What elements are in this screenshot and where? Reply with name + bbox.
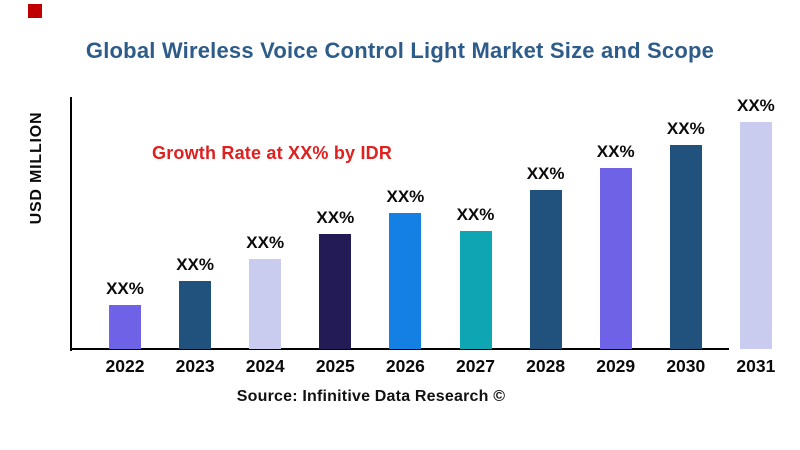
bar-2022 xyxy=(109,305,141,349)
bar-2028 xyxy=(529,190,562,349)
x-axis-tick-2027: 2027 xyxy=(456,356,495,376)
y-axis-line xyxy=(70,97,72,351)
bar-2030 xyxy=(669,145,702,349)
bar-value-label-2027: XX% xyxy=(456,205,495,224)
x-axis-tick-2030: 2030 xyxy=(666,356,706,376)
bar-2023 xyxy=(179,281,212,349)
x-axis-tick-2026: 2026 xyxy=(385,356,425,376)
x-axis-tick-2025: 2025 xyxy=(315,356,355,376)
x-axis-line xyxy=(70,348,729,350)
brand-mark xyxy=(28,4,42,18)
bar-value-label-2023: XX% xyxy=(176,255,214,274)
bar-value-label-2031: XX% xyxy=(736,96,775,115)
bar-value-label-2024: XX% xyxy=(246,233,285,252)
source-caption: Source: Infinitive Data Research © xyxy=(236,388,506,405)
bar-value-label-2029: XX% xyxy=(596,142,635,161)
x-axis-tick-2022: 2022 xyxy=(105,356,145,376)
bar-2026 xyxy=(389,213,422,349)
x-axis-tick-2031: 2031 xyxy=(736,356,776,376)
bar-value-label-2025: XX% xyxy=(316,208,355,227)
x-axis-tick-2024: 2024 xyxy=(245,356,285,376)
bar-2029 xyxy=(599,168,632,349)
bar-value-label-2026: XX% xyxy=(386,187,425,206)
chart-title: Global Wireless Voice Control Light Mark… xyxy=(85,38,715,63)
bar-value-label-2028: XX% xyxy=(526,164,565,183)
growth-rate-annotation: Growth Rate at XX% by IDR xyxy=(152,143,393,163)
bar-2027 xyxy=(459,231,492,349)
x-axis-tick-2023: 2023 xyxy=(175,356,215,376)
bar-2031 xyxy=(739,122,772,349)
bar-2024 xyxy=(249,259,282,349)
x-axis-tick-2028: 2028 xyxy=(526,356,566,376)
bar-2025 xyxy=(319,234,352,349)
bar-value-label-2030: XX% xyxy=(666,119,705,138)
x-axis-tick-2029: 2029 xyxy=(596,356,636,376)
bar-value-label-2022: XX% xyxy=(106,279,144,298)
y-axis-title: USD MILLION xyxy=(28,111,45,225)
